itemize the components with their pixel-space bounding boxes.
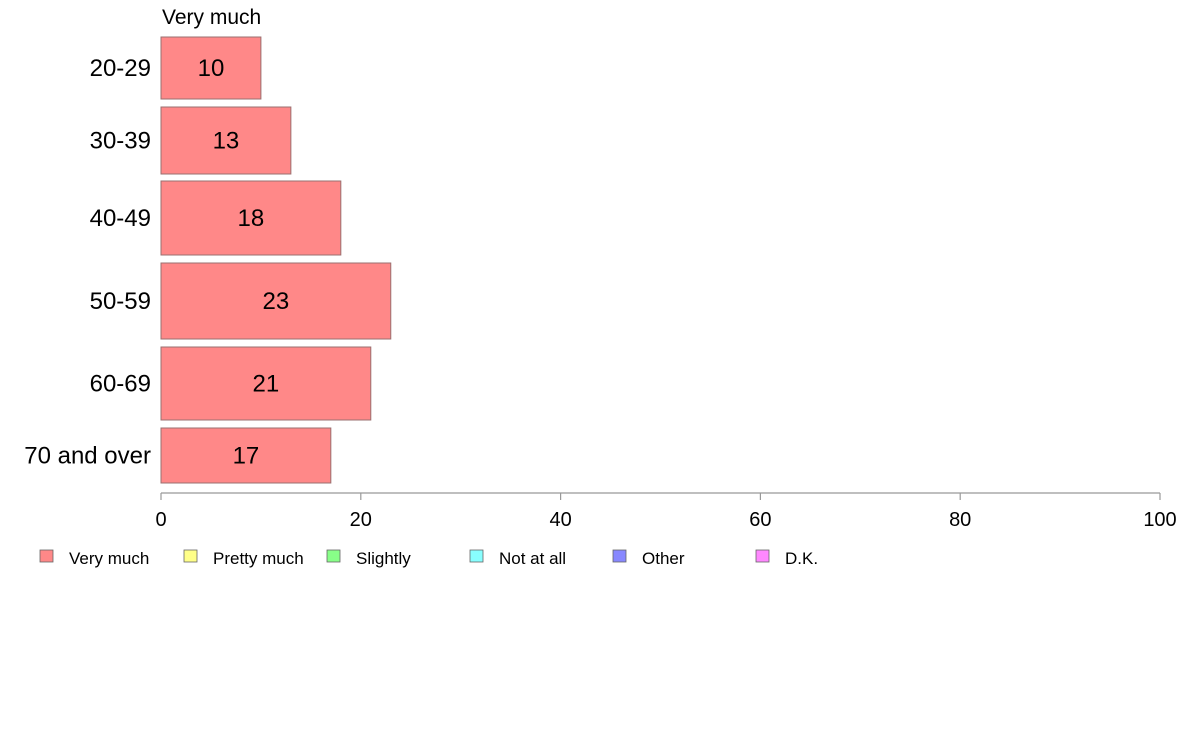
legend-swatch <box>183 549 198 563</box>
legend-label: Slightly <box>356 549 411 568</box>
bar-value-label: 18 <box>238 205 265 232</box>
legend-swatch <box>469 549 484 563</box>
bar-value-label: 10 <box>198 55 225 82</box>
bar-70-and-over <box>160 427 332 484</box>
chart-subtitle: Very much <box>162 6 261 29</box>
legend-swatch <box>39 549 54 563</box>
bar-20-29 <box>160 36 262 100</box>
bar-60-69 <box>160 346 372 421</box>
legend-label: Other <box>642 549 685 568</box>
legend-label: Not at all <box>499 549 566 568</box>
bar-50-59 <box>160 262 392 340</box>
legend-swatch <box>755 549 770 563</box>
x-tick-label: 100 <box>1143 509 1176 531</box>
bar-value-label: 17 <box>233 443 260 470</box>
category-label: 20-29 <box>90 55 151 82</box>
x-tick-label: 60 <box>749 509 771 531</box>
bar-value-label: 23 <box>263 288 290 315</box>
category-label: 60-69 <box>90 371 151 398</box>
bar-40-49 <box>160 180 342 256</box>
legend-label: D.K. <box>785 549 818 568</box>
bar-value-label: 13 <box>213 128 240 155</box>
bar-value-label: 21 <box>253 371 280 398</box>
category-label: 40-49 <box>90 205 151 232</box>
x-tick-label: 0 <box>155 509 166 531</box>
category-label: 50-59 <box>90 288 151 315</box>
legend-label: Pretty much <box>213 549 304 568</box>
legend-swatch <box>326 549 341 563</box>
bars-group: 10 20-29 13 30-39 18 40-49 23 50-59 21 60-69 17 70 … <box>24 36 392 484</box>
x-tick-label: 40 <box>549 509 571 531</box>
category-label: 30-39 <box>90 128 151 155</box>
x-axis: 0 20 40 60 80 100 <box>155 492 1177 531</box>
bar-30-39 <box>160 106 292 175</box>
x-tick-label: 20 <box>350 509 372 531</box>
x-tick-label: 80 <box>949 509 971 531</box>
legend: Very much Pretty much Slightly Not at all Ot… <box>39 549 818 568</box>
category-label: 70 and over <box>24 443 151 470</box>
legend-swatch <box>612 549 627 563</box>
legend-label: Very much <box>69 549 149 568</box>
